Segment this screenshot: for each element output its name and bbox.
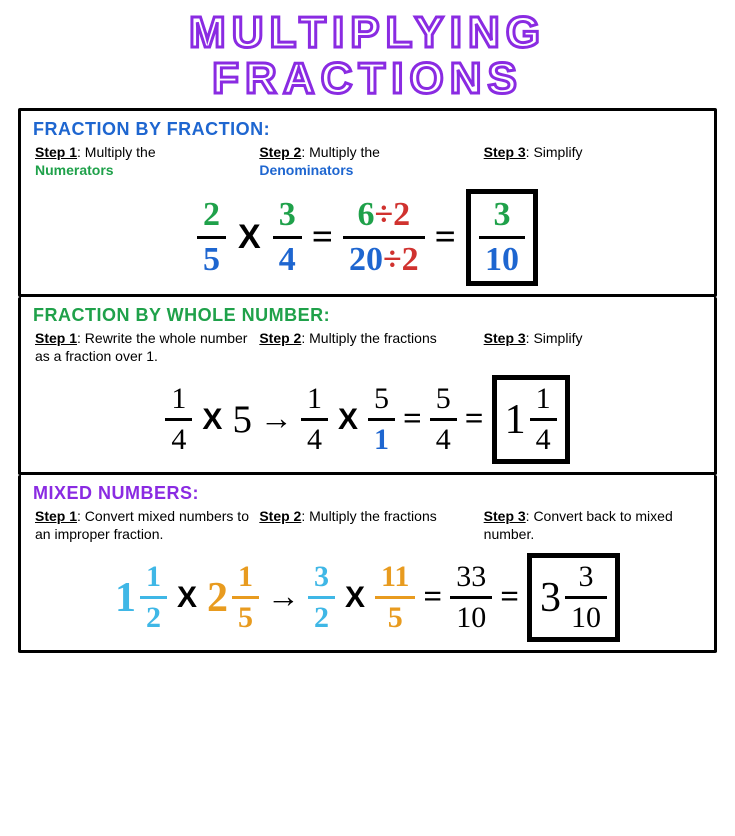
arrow-icon: → (260, 401, 293, 438)
frac-6-20: 6÷2 20÷2 (343, 198, 425, 277)
equation-3: 1 1 2 X 2 1 5 → 3 2 (31, 553, 704, 642)
step-3: Step 3: Convert back to mixed number. (484, 508, 700, 543)
section-mixed-numbers: MIXED NUMBERS: Step 1: Convert mixed num… (18, 475, 717, 653)
title: MULTIPLYING FRACTIONS (18, 10, 717, 102)
mixed-3-3-10: 3 3 10 (540, 562, 607, 633)
times-icon: X (175, 581, 199, 615)
section-heading: FRACTION BY WHOLE NUMBER: (33, 305, 704, 326)
step-2-highlight: Denominators (259, 162, 353, 178)
times-icon: X (200, 403, 224, 437)
answer-box: 1 1 4 (492, 375, 570, 464)
section-heading: FRACTION BY FRACTION: (33, 119, 704, 140)
equals-icon: = (423, 579, 442, 616)
title-line-2: FRACTIONS (18, 56, 717, 102)
equals-icon: = (465, 401, 484, 438)
equals-icon: = (435, 216, 456, 259)
step-1: Step 1: Rewrite the whole number as a fr… (35, 330, 251, 365)
steps-row: Step 1: Convert mixed numbers to an impr… (35, 508, 700, 543)
equals-icon: = (312, 216, 333, 259)
frac-1-4: 1 4 (165, 384, 192, 455)
frac-3-2: 3 2 (308, 562, 335, 633)
frac-1-4b: 1 4 (301, 384, 328, 455)
frac-5-1: 5 1 (368, 384, 395, 455)
frac-2-5: 2 5 (197, 198, 226, 277)
step-3: Step 3: Simplify (484, 144, 700, 179)
frac-11-5: 11 5 (375, 562, 415, 633)
title-line-1: MULTIPLYING (18, 10, 717, 56)
mixed-1-1-2: 1 1 2 (115, 562, 167, 633)
step-2: Step 2: Multiply the fractions (259, 330, 475, 365)
step-2: Step 2: Multiply the Denominators (259, 144, 475, 179)
frac-5-4: 5 4 (430, 384, 457, 455)
step-1: Step 1: Multiply the Numerators (35, 144, 251, 179)
section-fraction-by-fraction: FRACTION BY FRACTION: Step 1: Multiply t… (18, 108, 717, 297)
times-icon: X (236, 218, 263, 257)
equals-icon: = (403, 401, 422, 438)
equation-2: 1 4 X 5 → 1 4 X 5 1 = 5 4 (31, 375, 704, 464)
section-fraction-by-whole: FRACTION BY WHOLE NUMBER: Step 1: Rewrit… (18, 297, 717, 475)
step-3: Step 3: Simplify (484, 330, 700, 365)
steps-row: Step 1: Rewrite the whole number as a fr… (35, 330, 700, 365)
page: MULTIPLYING FRACTIONS FRACTION BY FRACTI… (0, 0, 735, 673)
mixed-2-1-5: 2 1 5 (207, 562, 259, 633)
mixed-1-1-4: 1 1 4 (505, 384, 557, 455)
equals-icon: = (500, 579, 519, 616)
times-icon: X (343, 581, 367, 615)
equation-1: 2 5 X 3 4 = 6÷2 20÷2 = (31, 189, 704, 286)
step-2: Step 2: Multiply the fractions (259, 508, 475, 543)
frac-3-4: 3 4 (273, 198, 302, 277)
arrow-icon: → (267, 579, 300, 616)
whole-5: 5 (232, 397, 252, 442)
times-icon: X (336, 403, 360, 437)
answer-box: 3 10 (466, 189, 538, 286)
frac-3-10: 3 10 (479, 198, 525, 277)
section-heading: MIXED NUMBERS: (33, 483, 704, 504)
step-1: Step 1: Convert mixed numbers to an impr… (35, 508, 251, 543)
steps-row: Step 1: Multiply the Numerators Step 2: … (35, 144, 700, 179)
answer-box: 3 3 10 (527, 553, 620, 642)
step-1-highlight: Numerators (35, 162, 114, 178)
frac-33-10: 33 10 (450, 562, 492, 633)
